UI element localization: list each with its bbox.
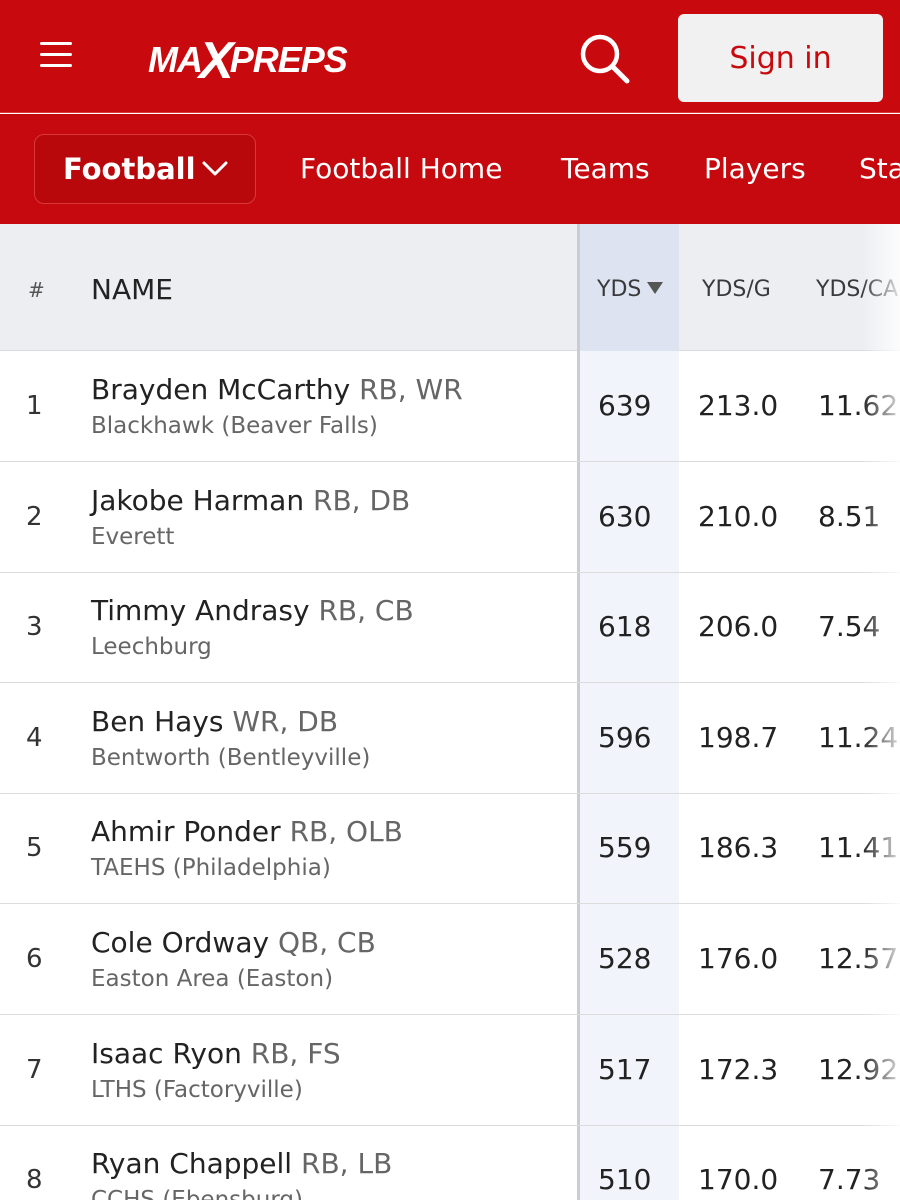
cell-yds: 517: [598, 1052, 652, 1086]
cell-yds-per-game: 213.0: [698, 389, 779, 422]
sport-selector-label: Football: [63, 152, 196, 186]
cell-yds-per-game: 210.0: [698, 499, 779, 533]
cell-yds-per-carry: 11.41: [818, 831, 899, 865]
player-school: Everett: [91, 523, 175, 550]
cell-yds-per-game: 170.0: [698, 1163, 779, 1197]
row-rank: 2: [26, 501, 43, 532]
column-header-yds-per-carry[interactable]: YDS/CA: [816, 277, 899, 302]
cell-yds: 528: [598, 942, 652, 975]
cell-yds: 630: [598, 499, 652, 533]
sign-in-button[interactable]: Sign in: [678, 14, 883, 102]
cell-yds: 639: [598, 389, 652, 422]
player-name-link[interactable]: Ryan Chappell RB, LB: [91, 1147, 393, 1181]
row-rank: 5: [26, 833, 43, 864]
sport-nav: Football Football Home Teams Players Sta: [0, 114, 900, 224]
nav-teams[interactable]: Teams: [561, 152, 650, 185]
cell-yds-per-carry: 7.54: [818, 610, 881, 644]
table-row[interactable]: 4 Ben Hays WR, DB Bentworth (Bentleyville)…: [0, 683, 900, 794]
table-header: # NAME: [0, 224, 900, 351]
row-rank: 4: [26, 722, 43, 753]
player-positions: RB, FS: [250, 1036, 341, 1070]
nav-stats[interactable]: Sta: [859, 152, 900, 185]
player-school: TAEHS (Philadelphia): [91, 855, 331, 882]
player-school: Blackhawk (Beaver Falls): [91, 413, 378, 439]
search-icon[interactable]: [578, 32, 632, 86]
player-positions: RB, LB: [301, 1147, 393, 1181]
cell-yds: 510: [598, 1163, 652, 1197]
player-name-link[interactable]: Isaac Ryon RB, FS: [91, 1036, 341, 1070]
table-row[interactable]: 8 Ryan Chappell RB, LB CCHS (Ebensburg) 510…: [0, 1125, 900, 1200]
cell-yds-per-carry: 8.51: [818, 499, 881, 533]
chevron-down-icon: [202, 161, 228, 176]
table-row[interactable]: 1 Brayden McCarthy RB, WR Blackhawk (Beave…: [0, 351, 900, 462]
player-school: CCHS (Ebensburg): [91, 1187, 303, 1200]
player-name-link[interactable]: Brayden McCarthy RB, WR: [91, 373, 463, 406]
player-name-link[interactable]: Ben Hays WR, DB: [91, 704, 339, 738]
sport-selector[interactable]: Football: [34, 134, 256, 204]
player-name-link[interactable]: Timmy Andrasy RB, CB: [91, 594, 414, 628]
row-rank: 1: [26, 391, 43, 421]
cell-yds-per-game: 172.3: [698, 1052, 779, 1086]
table-row[interactable]: 7 Isaac Ryon RB, FS LTHS (Factoryville) 517…: [0, 1015, 900, 1126]
player-name-link[interactable]: Cole Ordway QB, CB: [91, 926, 376, 959]
menu-icon[interactable]: [40, 42, 72, 70]
player-positions: RB, CB: [318, 594, 414, 628]
cell-yds-per-carry: 7.73: [818, 1163, 881, 1197]
cell-yds: 596: [598, 720, 652, 754]
cell-yds: 559: [598, 831, 652, 865]
row-rank: 3: [26, 612, 43, 643]
column-header-name[interactable]: NAME: [91, 273, 173, 306]
row-rank: 8: [26, 1165, 43, 1196]
sort-descending-icon: [647, 282, 664, 294]
top-header: MAXPREPS Sign in: [0, 0, 900, 113]
player-positions: RB, WR: [359, 373, 463, 406]
nav-football-home[interactable]: Football Home: [300, 152, 503, 185]
table-row[interactable]: 3 Timmy Andrasy RB, CB Leechburg 618 206.0 7.…: [0, 572, 900, 684]
cell-yds-per-game: 206.0: [698, 610, 779, 644]
column-header-yds-per-game[interactable]: YDS/G: [702, 277, 771, 302]
table-row[interactable]: 6 Cole Ordway QB, CB Easton Area (Easton) 5…: [0, 904, 900, 1015]
cell-yds-per-carry: 11.62: [818, 389, 899, 422]
player-positions: WR, DB: [232, 704, 339, 738]
sorted-column-highlight: [577, 351, 679, 1200]
nav-players[interactable]: Players: [704, 152, 806, 185]
player-school: Easton Area (Easton): [91, 966, 334, 992]
row-rank: 7: [26, 1054, 43, 1085]
maxpreps-logo[interactable]: MAXPREPS: [148, 32, 348, 90]
cell-yds-per-carry: 12.92: [818, 1052, 899, 1086]
player-name-link[interactable]: Jakobe Harman RB, DB: [91, 483, 411, 517]
player-school: Leechburg: [91, 634, 212, 661]
cell-yds-per-game: 176.0: [698, 942, 779, 975]
player-positions: QB, CB: [277, 926, 376, 959]
cell-yds: 618: [598, 610, 652, 644]
player-positions: RB, DB: [312, 483, 411, 517]
player-school: Bentworth (Bentleyville): [91, 744, 371, 771]
table-row[interactable]: 5 Ahmir Ponder RB, OLB TAEHS (Philadelphia…: [0, 793, 900, 905]
cell-yds-per-carry: 11.24: [818, 720, 899, 754]
row-rank: 6: [26, 944, 43, 974]
table-row[interactable]: 2 Jakobe Harman RB, DB Everett 630 210.0 8.51: [0, 462, 900, 573]
cell-yds-per-game: 198.7: [698, 720, 779, 754]
column-header-rank: #: [28, 278, 45, 302]
cell-yds-per-carry: 12.57: [818, 942, 899, 975]
player-name-link[interactable]: Ahmir Ponder RB, OLB: [91, 815, 403, 849]
cell-yds-per-game: 186.3: [698, 831, 779, 865]
player-positions: RB, OLB: [289, 815, 403, 849]
column-header-yds[interactable]: YDS: [597, 277, 664, 302]
player-school: LTHS (Factoryville): [91, 1076, 303, 1103]
